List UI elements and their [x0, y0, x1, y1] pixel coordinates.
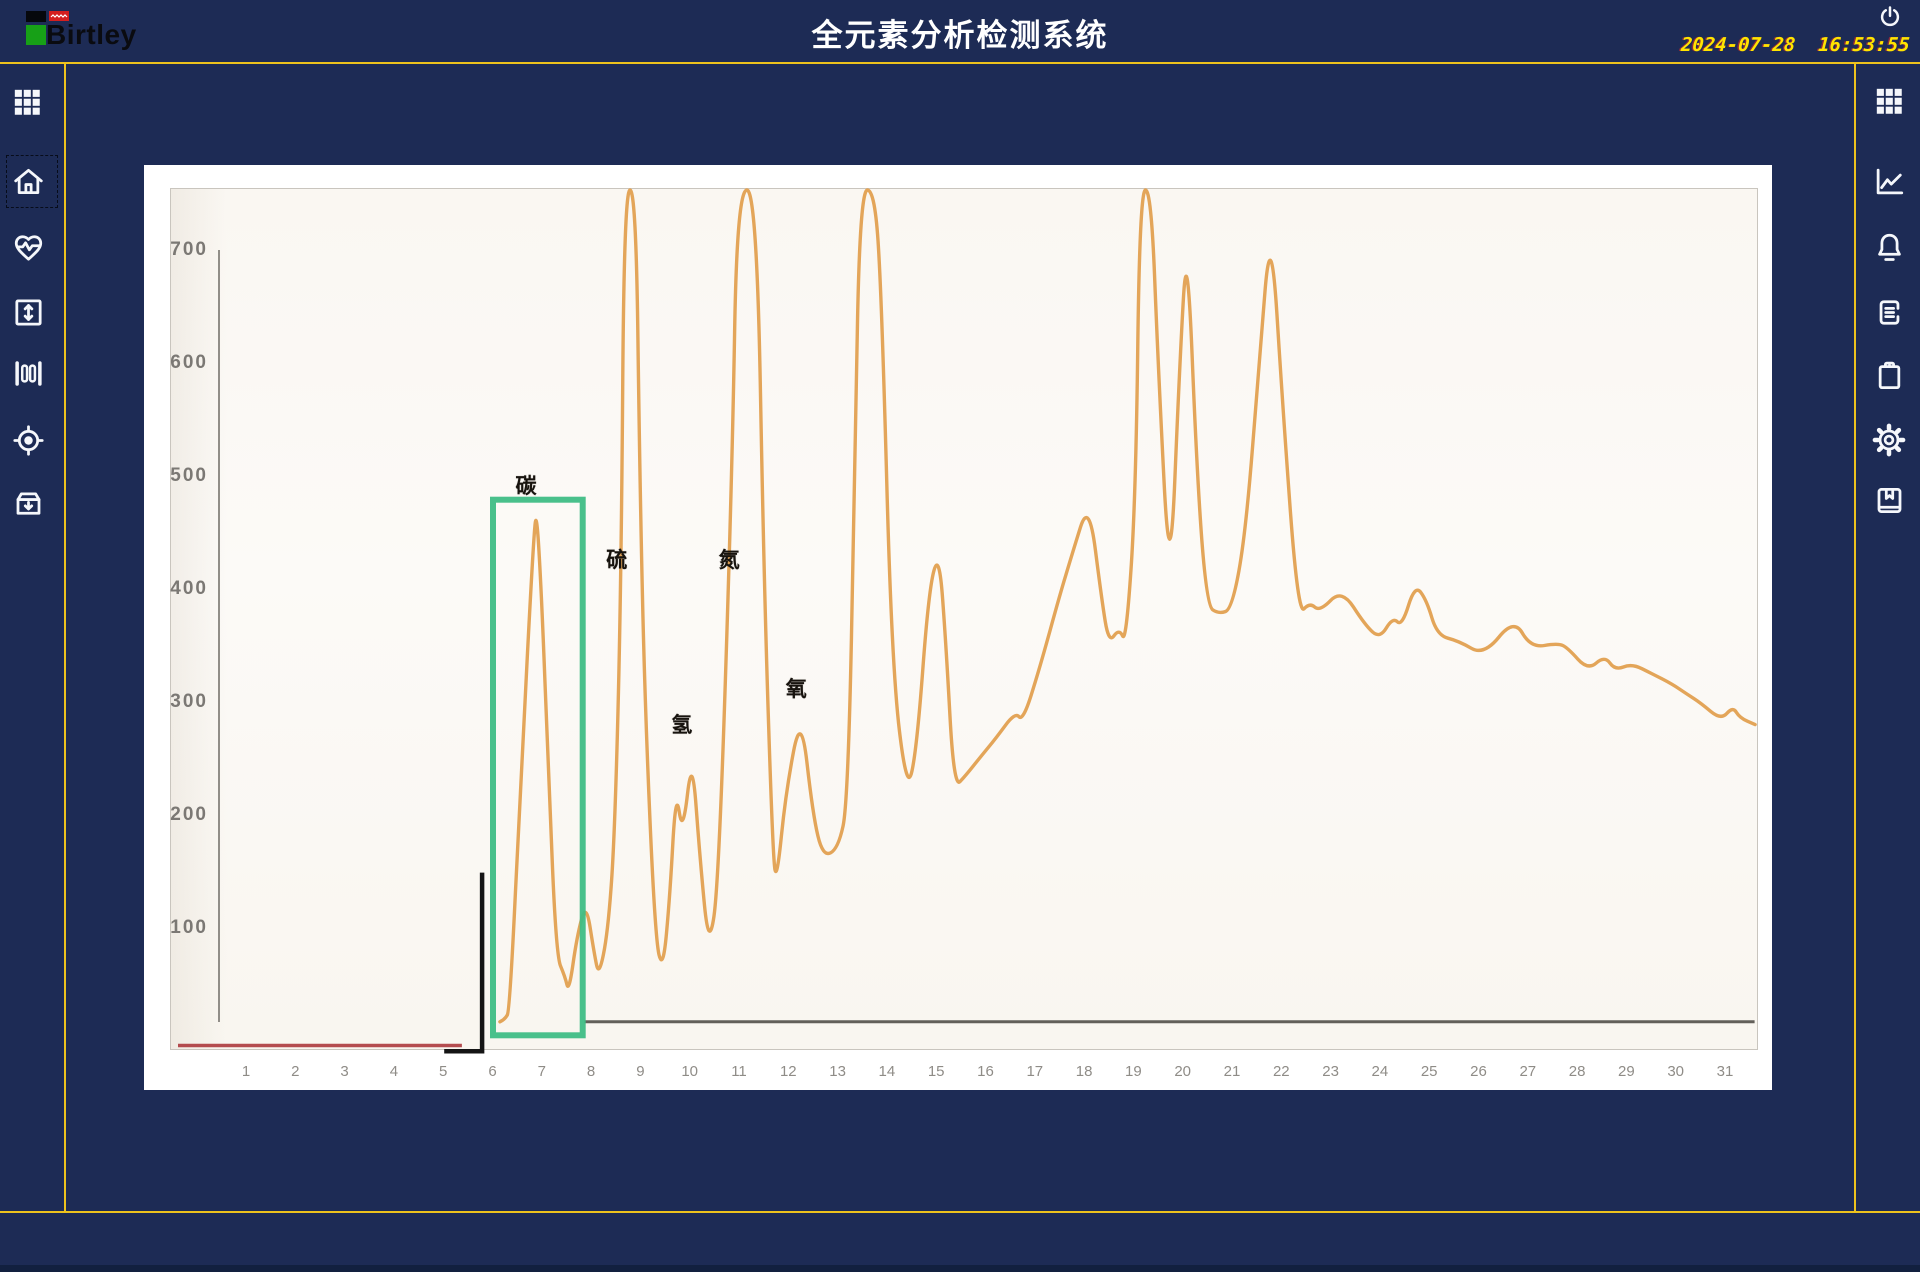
- divider-top: [0, 62, 1920, 64]
- logo-black-square: [26, 11, 46, 22]
- sidebar-right-clipboard[interactable]: [1870, 356, 1908, 394]
- page-title: 全元素分析检测系统: [811, 18, 1109, 53]
- y-tick-label: 400: [170, 578, 208, 599]
- x-tick-label: 2: [291, 1063, 300, 1080]
- x-tick-label: 21: [1223, 1063, 1241, 1080]
- top-bar: Birtley 全元素分析检测系统 2024-07-28 16:53:55: [0, 0, 1920, 62]
- power-icon: [1880, 6, 1900, 27]
- x-tick-label: 3: [340, 1063, 349, 1080]
- element-label: 氮: [718, 548, 740, 572]
- x-tick-label: 19: [1125, 1063, 1142, 1080]
- apps-grid-icon: [1876, 88, 1902, 114]
- target-icon: [12, 424, 44, 456]
- scan-paper: [170, 188, 1758, 1050]
- logo-green-square: [26, 25, 46, 45]
- book-icon: [1877, 487, 1901, 513]
- chromatogram-panel: 700 600 500 400 300 200 100 1 2 3 4 5 6 7 8 9 10 11 12 13 14…: [144, 165, 1772, 1090]
- y-tick-label: 500: [170, 465, 208, 486]
- logo-red-square: [49, 11, 69, 21]
- x-tick-label: 1: [241, 1063, 251, 1080]
- columns-icon: [14, 360, 42, 386]
- x-tick-label: 7: [537, 1063, 546, 1080]
- bell-icon: [1877, 233, 1901, 261]
- bottom-strip: [0, 1265, 1920, 1272]
- x-tick-label: 22: [1272, 1063, 1290, 1080]
- y-tick-label: 200: [170, 804, 208, 825]
- y-tick-label: 100: [170, 917, 208, 938]
- x-tick-label: 15: [927, 1063, 945, 1080]
- x-tick-label: 24: [1371, 1063, 1389, 1080]
- sidebar-right-trend[interactable]: [1870, 162, 1908, 200]
- element-label: 氢: [671, 713, 693, 737]
- divider-left: [64, 64, 66, 1211]
- x-tick-label: 11: [731, 1063, 747, 1080]
- sidebar-right-apps-grid[interactable]: [1870, 82, 1908, 120]
- y-axis-line: [218, 250, 220, 1022]
- x-tick-label: 8: [586, 1063, 596, 1080]
- y-tick-label: 300: [170, 691, 208, 712]
- clipboard-icon: [1878, 361, 1900, 389]
- x-tick-label: 20: [1174, 1063, 1192, 1080]
- logo-text: Birtley: [46, 19, 137, 50]
- sidebar-left-health[interactable]: [9, 228, 47, 266]
- brand-logo: Birtley: [18, 4, 238, 58]
- x-tick-label: 31: [1716, 1063, 1734, 1080]
- sidebar-left-columns[interactable]: [9, 354, 47, 392]
- x-tick-label: 28: [1568, 1063, 1586, 1080]
- sidebar-left-home[interactable]: [9, 162, 47, 200]
- x-tick-label: 5: [439, 1063, 448, 1080]
- report-icon: [1879, 299, 1899, 325]
- gear-icon: [1872, 423, 1906, 457]
- trend-chart-icon: [1876, 168, 1903, 194]
- home-icon: [13, 168, 43, 194]
- sidebar-left-apps-grid[interactable]: [8, 83, 46, 121]
- x-tick-label: 12: [779, 1063, 797, 1080]
- sidebar-right-report[interactable]: [1870, 293, 1908, 331]
- sidebar-left-archive-import[interactable]: [9, 484, 47, 522]
- x-tick-label: 26: [1470, 1063, 1487, 1080]
- health-pulse-icon: [14, 234, 42, 261]
- archive-import-icon: [16, 491, 40, 515]
- y-tick-label: 600: [170, 352, 208, 373]
- vertical-range-icon: [14, 298, 42, 326]
- x-tick-label: 9: [636, 1063, 645, 1080]
- element-label: 硫: [606, 548, 628, 572]
- x-tick-label: 23: [1322, 1063, 1339, 1080]
- x-tick-label: 25: [1420, 1063, 1438, 1080]
- element-label: 氧: [785, 678, 807, 702]
- apps-grid-icon: [14, 89, 40, 115]
- y-tick-label: 700: [170, 239, 208, 260]
- x-tick-label: 16: [977, 1063, 994, 1080]
- x-tick-label: 4: [389, 1063, 399, 1080]
- sidebar-right-notifications[interactable]: [1870, 228, 1908, 266]
- x-tick-label: 30: [1667, 1063, 1685, 1080]
- element-label: 碳: [515, 475, 537, 498]
- power-button[interactable]: [1876, 4, 1904, 32]
- x-tick-label: 6: [488, 1063, 497, 1080]
- x-tick-label: 18: [1075, 1063, 1093, 1080]
- divider-bottom: [0, 1211, 1920, 1213]
- sidebar-left-target[interactable]: [9, 421, 47, 459]
- x-tick-label: 29: [1618, 1063, 1635, 1080]
- x-tick-label: 10: [681, 1063, 699, 1080]
- home-focus-outline: [6, 155, 58, 208]
- x-tick-label: 13: [829, 1063, 846, 1080]
- x-tick-label: 14: [878, 1063, 896, 1080]
- sidebar-left-vertical-range[interactable]: [9, 293, 47, 331]
- divider-right: [1854, 64, 1856, 1211]
- x-tick-label: 17: [1026, 1063, 1044, 1080]
- sidebar-right-settings[interactable]: [1870, 421, 1908, 459]
- sidebar-right-manual[interactable]: [1870, 481, 1908, 519]
- datetime-display: 2024-07-28 16:53:55: [1680, 34, 1911, 56]
- x-tick-label: 27: [1519, 1063, 1537, 1080]
